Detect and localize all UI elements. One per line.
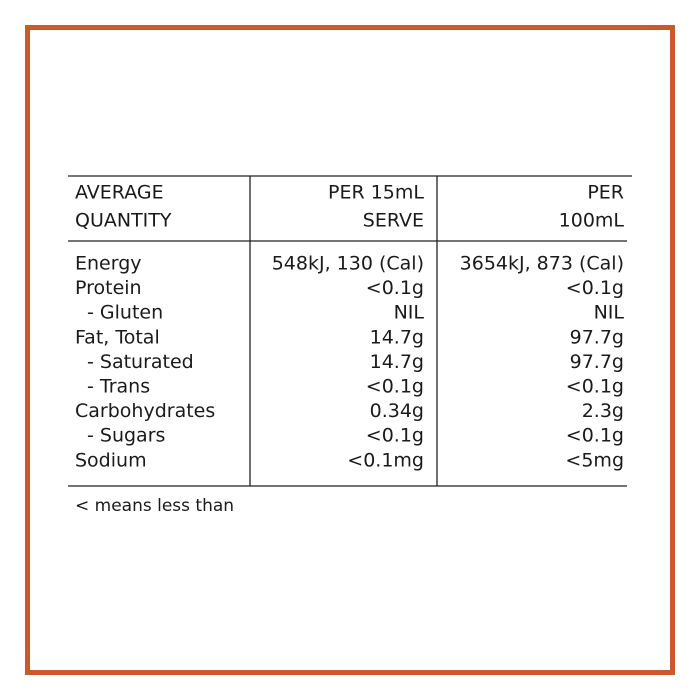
header-cell: SERVE [363, 210, 424, 232]
row-value: 2.3g [582, 400, 624, 422]
row-label: - Trans [87, 376, 150, 398]
row-label: Energy [75, 253, 142, 275]
row-value: 0.34g [370, 400, 424, 422]
row-value: NIL [594, 302, 625, 324]
header-cell: PER [587, 182, 624, 204]
row-label: - Sugars [87, 425, 165, 447]
row-value: <0.1g [566, 425, 624, 447]
footnote: < means less than [75, 496, 234, 516]
header-cell: AVERAGE [75, 182, 164, 204]
row-label: Sodium [75, 449, 147, 471]
header-cell: QUANTITY [75, 210, 172, 232]
row-value: 14.7g [370, 326, 424, 348]
row-value: <0.1g [366, 425, 424, 447]
header-cell: PER 15mL [328, 182, 424, 204]
row-value: 3654kJ, 873 (Cal) [460, 253, 624, 275]
row-value: <0.1g [366, 277, 424, 299]
row-value: <5mg [565, 449, 624, 471]
row-value: 14.7g [370, 351, 424, 373]
row-label: Protein [75, 277, 142, 299]
row-label: Fat, Total [75, 326, 160, 348]
row-label: - Saturated [87, 351, 194, 373]
header-cell: 100mL [559, 210, 625, 232]
frame [25, 25, 675, 675]
row-value: 548kJ, 130 (Cal) [272, 253, 424, 275]
row-value: <0.1g [566, 376, 624, 398]
row-value: <0.1mg [347, 449, 424, 471]
row-label: - Gluten [87, 302, 163, 324]
row-value: NIL [394, 302, 425, 324]
row-value: 97.7g [570, 326, 624, 348]
row-value: <0.1g [366, 376, 424, 398]
row-label: Carbohydrates [75, 400, 215, 422]
row-value: <0.1g [566, 277, 624, 299]
row-value: 97.7g [570, 351, 624, 373]
